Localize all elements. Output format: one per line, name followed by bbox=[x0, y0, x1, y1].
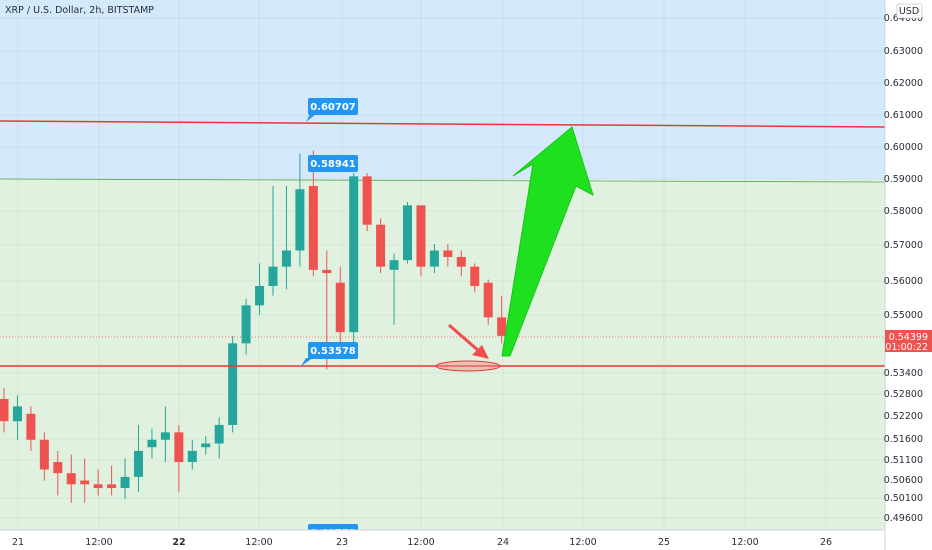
target-ellipse bbox=[435, 360, 501, 372]
y-tick-label: 0.62000 bbox=[884, 78, 923, 89]
y-tick-label: 0.57000 bbox=[884, 240, 923, 251]
candle-body-bull bbox=[255, 285, 265, 306]
candle-body-bear bbox=[107, 484, 117, 489]
x-tick-label: 22 bbox=[172, 537, 185, 548]
candle-body-bear bbox=[174, 432, 184, 463]
level-label-0.53578: 0.53578 bbox=[301, 342, 358, 366]
x-tick-label: 12:00 bbox=[731, 537, 758, 548]
candle-body-bear bbox=[483, 282, 493, 318]
time-axis-background bbox=[0, 530, 932, 550]
x-tick-label: 21 bbox=[12, 537, 24, 548]
y-tick-label: 0.59000 bbox=[884, 174, 923, 185]
candle-body-bull bbox=[187, 450, 197, 463]
y-tick-label: 0.49600 bbox=[884, 513, 923, 524]
candle-body-bear bbox=[80, 480, 90, 485]
candle-body-bull bbox=[201, 443, 211, 448]
candle-body-bear bbox=[322, 269, 332, 274]
candle-body-bull bbox=[429, 250, 439, 267]
candle-body-bull bbox=[160, 432, 170, 440]
red-arrow bbox=[448, 323, 489, 359]
x-tick-label: 25 bbox=[658, 537, 670, 548]
candle-body-bull bbox=[268, 266, 278, 286]
resistance-zone bbox=[0, 0, 885, 179]
level-label-text: 0.58941 bbox=[310, 159, 356, 170]
x-tick-label: 24 bbox=[497, 537, 509, 548]
countdown-text: 01:00:22 bbox=[885, 342, 928, 353]
current-price-tag: 0.54399 01:00:22 bbox=[885, 330, 932, 353]
y-tick-label: 0.58000 bbox=[884, 206, 923, 217]
current-price-text: 0.54399 bbox=[889, 332, 928, 343]
candle-body-bear bbox=[470, 266, 480, 286]
resistance-line bbox=[0, 120, 886, 128]
green-arrow bbox=[501, 126, 594, 357]
candles bbox=[0, 150, 507, 503]
candle-body-bull bbox=[281, 250, 291, 267]
candle-body-bear bbox=[66, 473, 76, 485]
candle-body-bear bbox=[456, 256, 466, 267]
y-tick-label: 0.51600 bbox=[884, 434, 923, 445]
chart-title: XRP / U.S. Dollar, 2h, BITSTAMP bbox=[5, 5, 154, 16]
candle-body-bear bbox=[308, 186, 318, 270]
candle-body-bear bbox=[443, 250, 453, 257]
candle-body-bear bbox=[53, 462, 63, 474]
y-tick-label: 0.50100 bbox=[884, 493, 923, 504]
candle-body-bear bbox=[376, 224, 386, 267]
candle-body-bull bbox=[214, 424, 224, 444]
y-tick-label: 0.52800 bbox=[884, 389, 923, 400]
candle-body-bull bbox=[12, 406, 22, 422]
level-label-0.58941: 0.58941 bbox=[308, 155, 358, 172]
x-tick-label: 12:00 bbox=[85, 537, 112, 548]
candle-body-bear bbox=[0, 398, 9, 422]
level-label-0.60707: 0.60707 bbox=[306, 98, 358, 122]
grid bbox=[0, 0, 885, 530]
candle-body-bear bbox=[93, 484, 103, 489]
candle-body-bull bbox=[389, 260, 399, 270]
y-tick-label: 0.53400 bbox=[884, 368, 923, 379]
x-tick-label: 12:00 bbox=[245, 537, 272, 548]
candle-body-bear bbox=[416, 205, 426, 267]
level-label-text: 0.53578 bbox=[310, 346, 356, 357]
price-axis-background bbox=[885, 0, 932, 550]
candle-body-bull bbox=[349, 176, 359, 333]
y-tick-label: 0.60000 bbox=[884, 142, 923, 153]
time-axis[interactable]: 21 12:00 22 12:00 23 12:00 24 12:00 25 12:00 26 bbox=[12, 537, 832, 548]
y-tick-label: 0.55000 bbox=[884, 310, 923, 321]
candle-body-bear bbox=[39, 439, 49, 470]
candle-body-bear bbox=[497, 317, 507, 336]
candle-body-bear bbox=[335, 282, 345, 333]
y-tick-label: 0.61000 bbox=[884, 110, 923, 121]
candle-body-bull bbox=[120, 476, 130, 489]
candle-body-bull bbox=[228, 343, 238, 425]
x-tick-label: 23 bbox=[336, 537, 348, 548]
candle-body-bull bbox=[241, 305, 251, 344]
support-zone bbox=[0, 179, 885, 530]
x-tick-label: 12:00 bbox=[407, 537, 434, 548]
y-tick-label: 0.50600 bbox=[884, 475, 923, 486]
candle-body-bull bbox=[134, 450, 143, 477]
x-tick-label: 12:00 bbox=[569, 537, 596, 548]
candle-body-bear bbox=[26, 413, 36, 440]
candle-body-bear bbox=[362, 176, 372, 225]
x-tick-label: 26 bbox=[820, 537, 832, 548]
currency-badge[interactable] bbox=[896, 3, 923, 19]
candle-body-bull bbox=[147, 439, 157, 448]
y-tick-label: 0.63000 bbox=[884, 46, 923, 57]
zone-boundary-line bbox=[0, 178, 886, 183]
currency-label: USD bbox=[899, 6, 919, 17]
candle-body-bull bbox=[295, 189, 305, 251]
y-tick-label: 0.56000 bbox=[884, 276, 923, 287]
candle-body-bull bbox=[403, 205, 412, 261]
y-tick-label: 0.51100 bbox=[884, 455, 923, 466]
y-tick-label: 0.52200 bbox=[884, 411, 923, 422]
level-label-text: 0.60707 bbox=[310, 102, 356, 113]
